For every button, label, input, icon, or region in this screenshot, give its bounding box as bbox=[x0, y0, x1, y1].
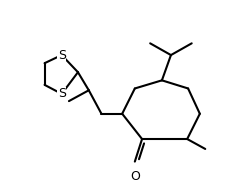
Text: O: O bbox=[130, 170, 140, 183]
Text: S: S bbox=[58, 87, 66, 100]
Text: S: S bbox=[58, 49, 66, 62]
